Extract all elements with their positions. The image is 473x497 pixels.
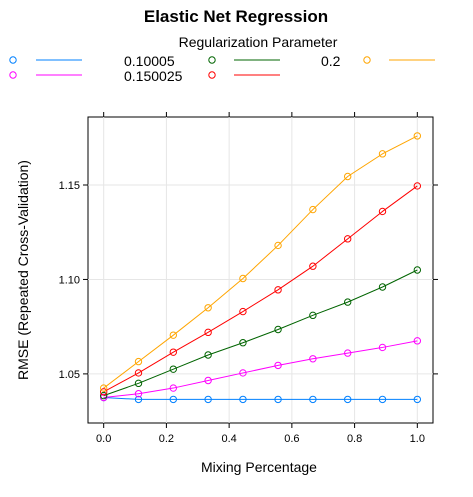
data-point bbox=[343, 172, 352, 181]
legend-label: 0.2 bbox=[321, 53, 341, 69]
series bbox=[99, 266, 422, 400]
legend-marker bbox=[9, 56, 17, 64]
legend-item bbox=[9, 56, 82, 64]
data-point bbox=[169, 395, 178, 404]
legend-title: Regularization Parameter bbox=[179, 34, 338, 50]
data-point bbox=[134, 390, 143, 398]
plot-frame bbox=[87, 116, 434, 424]
y-tick-label: 1.15 bbox=[59, 180, 80, 192]
data-point bbox=[239, 339, 247, 347]
data-point bbox=[309, 311, 317, 320]
data-point bbox=[413, 395, 422, 404]
data-point bbox=[309, 355, 317, 363]
data-point bbox=[239, 395, 247, 404]
series-line bbox=[103, 269, 418, 397]
data-point bbox=[274, 395, 282, 404]
y-axis-label: RMSE (Repeated Cross-Validation) bbox=[15, 160, 31, 380]
y-tick-label: 1.05 bbox=[59, 369, 80, 381]
data-point bbox=[413, 337, 422, 345]
series bbox=[99, 337, 422, 402]
data-point bbox=[239, 307, 247, 316]
series bbox=[99, 182, 422, 396]
legend-marker bbox=[363, 56, 371, 64]
data-point bbox=[274, 286, 282, 294]
series bbox=[99, 132, 422, 392]
data-point bbox=[343, 235, 352, 243]
data-point bbox=[309, 205, 317, 214]
data-point bbox=[169, 331, 178, 339]
data-point bbox=[239, 369, 247, 377]
legend-label: 0.10005 bbox=[124, 53, 175, 69]
data-point bbox=[169, 348, 178, 356]
data-point bbox=[204, 395, 212, 404]
data-point bbox=[99, 388, 108, 396]
legend-item bbox=[208, 71, 280, 79]
data-point bbox=[378, 207, 387, 216]
data-point bbox=[99, 384, 108, 392]
x-tick-label: 0.6 bbox=[284, 433, 299, 445]
data-point bbox=[134, 357, 143, 366]
x-tick-label: 0.0 bbox=[96, 433, 111, 445]
legend-marker bbox=[208, 71, 216, 79]
series bbox=[99, 393, 422, 404]
series-layer bbox=[99, 132, 422, 404]
data-point bbox=[134, 369, 143, 377]
legend-label: 0.150025 bbox=[124, 68, 183, 84]
y-tick-label: 1.10 bbox=[59, 274, 80, 286]
grid bbox=[88, 117, 433, 423]
data-point bbox=[309, 262, 317, 270]
data-point bbox=[274, 325, 282, 334]
series-line bbox=[103, 185, 418, 393]
data-point bbox=[343, 349, 352, 357]
data-point bbox=[99, 393, 108, 402]
data-point bbox=[378, 283, 387, 291]
x-tick-label: 0.8 bbox=[347, 433, 362, 445]
x-tick-label: 1.0 bbox=[410, 433, 425, 445]
legend-item bbox=[363, 56, 435, 64]
data-point bbox=[204, 304, 212, 312]
x-tick-label: 0.2 bbox=[159, 433, 174, 445]
data-point bbox=[413, 266, 422, 274]
data-point bbox=[343, 395, 352, 404]
data-point bbox=[239, 274, 247, 283]
legend-marker bbox=[9, 71, 17, 79]
series-line bbox=[103, 135, 418, 389]
data-point bbox=[274, 361, 282, 370]
data-point bbox=[169, 384, 178, 392]
x-axis-label: Mixing Percentage bbox=[201, 459, 317, 475]
chart-title: Elastic Net Regression bbox=[144, 7, 328, 26]
data-point bbox=[343, 298, 352, 306]
data-point bbox=[378, 395, 387, 404]
data-point bbox=[99, 391, 108, 400]
series-line bbox=[103, 340, 418, 398]
legend-item bbox=[208, 56, 280, 64]
data-point bbox=[378, 150, 387, 158]
series-line bbox=[103, 397, 418, 400]
data-point bbox=[204, 328, 212, 337]
axis-ticks: 0.0 0.2 0.4 0.6 0.8 1.0 1.05 1.10 1.15 bbox=[59, 112, 438, 445]
data-point bbox=[378, 343, 387, 352]
data-point bbox=[309, 395, 317, 404]
data-point bbox=[204, 376, 212, 385]
data-point bbox=[204, 351, 212, 359]
data-point bbox=[134, 395, 143, 404]
data-point bbox=[134, 379, 143, 388]
data-point bbox=[274, 241, 282, 250]
data-point bbox=[169, 365, 178, 373]
x-tick-label: 0.4 bbox=[221, 433, 236, 445]
legend-marker bbox=[208, 56, 216, 64]
data-point bbox=[413, 182, 422, 190]
data-point bbox=[413, 132, 422, 140]
legend-item bbox=[9, 71, 82, 79]
